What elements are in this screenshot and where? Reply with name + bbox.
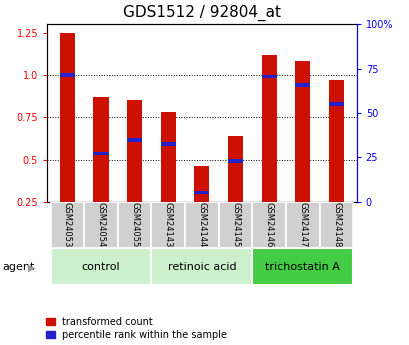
- Text: retinoic acid: retinoic acid: [167, 262, 236, 272]
- Bar: [50, 202, 84, 248]
- Bar: [160, 112, 175, 202]
- Text: GSM24148: GSM24148: [331, 203, 340, 248]
- Bar: [294, 61, 310, 202]
- Bar: [294, 83, 310, 87]
- Text: GSM24054: GSM24054: [96, 203, 105, 248]
- Text: GSM24146: GSM24146: [264, 203, 273, 248]
- Bar: [227, 136, 243, 202]
- Bar: [184, 202, 218, 248]
- Bar: [218, 202, 252, 248]
- Text: GSM24055: GSM24055: [130, 203, 139, 248]
- Title: GDS1512 / 92804_at: GDS1512 / 92804_at: [123, 5, 280, 21]
- Bar: [194, 166, 209, 202]
- Bar: [319, 202, 353, 248]
- Text: trichostatin A: trichostatin A: [265, 262, 339, 272]
- Bar: [127, 138, 142, 142]
- Text: GSM24144: GSM24144: [197, 203, 206, 248]
- Bar: [127, 100, 142, 202]
- Bar: [151, 248, 252, 285]
- Bar: [50, 248, 151, 285]
- Bar: [93, 97, 108, 202]
- Text: GSM24143: GSM24143: [163, 203, 172, 248]
- Bar: [151, 202, 184, 248]
- Bar: [261, 75, 276, 78]
- Legend: transformed count, percentile rank within the sample: transformed count, percentile rank withi…: [46, 317, 227, 340]
- Bar: [60, 73, 75, 77]
- Text: control: control: [81, 262, 120, 272]
- Text: ▶: ▶: [28, 263, 35, 272]
- Bar: [252, 248, 353, 285]
- Bar: [194, 191, 209, 194]
- Bar: [117, 202, 151, 248]
- Bar: [252, 202, 285, 248]
- Text: agent: agent: [2, 263, 34, 272]
- Bar: [227, 159, 243, 163]
- Text: GSM24145: GSM24145: [231, 203, 240, 248]
- Bar: [261, 55, 276, 202]
- Bar: [84, 202, 117, 248]
- Bar: [328, 102, 343, 106]
- Bar: [285, 202, 319, 248]
- Bar: [328, 80, 343, 202]
- Text: GSM24147: GSM24147: [298, 203, 307, 248]
- Bar: [93, 152, 108, 156]
- Bar: [60, 33, 75, 202]
- Text: GSM24053: GSM24053: [63, 203, 72, 248]
- Bar: [160, 142, 175, 146]
